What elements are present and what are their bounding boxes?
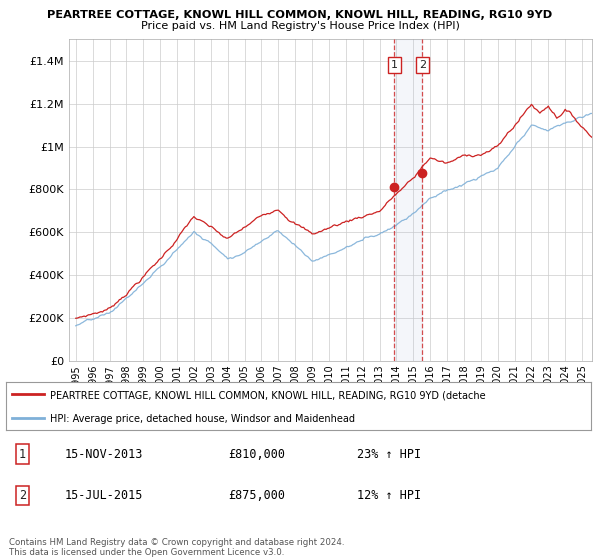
Bar: [394, 39, 422, 361]
Text: PEARTREE COTTAGE, KNOWL HILL COMMON, KNOWL HILL, READING, RG10 9YD (detache: PEARTREE COTTAGE, KNOWL HILL COMMON, KNO…: [50, 390, 485, 400]
Text: £875,000: £875,000: [229, 489, 286, 502]
Text: Price paid vs. HM Land Registry's House Price Index (HPI): Price paid vs. HM Land Registry's House …: [140, 21, 460, 31]
Text: HPI: Average price, detached house, Windsor and Maidenhead: HPI: Average price, detached house, Wind…: [50, 414, 355, 424]
Text: 2: 2: [19, 489, 26, 502]
Text: 1: 1: [391, 60, 398, 70]
Text: 1: 1: [19, 447, 26, 461]
Text: 23% ↑ HPI: 23% ↑ HPI: [357, 447, 421, 461]
Text: 15-JUL-2015: 15-JUL-2015: [65, 489, 143, 502]
Text: 15-NOV-2013: 15-NOV-2013: [65, 447, 143, 461]
Text: £810,000: £810,000: [229, 447, 286, 461]
Text: 12% ↑ HPI: 12% ↑ HPI: [357, 489, 421, 502]
Text: 2: 2: [419, 60, 426, 70]
Text: PEARTREE COTTAGE, KNOWL HILL COMMON, KNOWL HILL, READING, RG10 9YD: PEARTREE COTTAGE, KNOWL HILL COMMON, KNO…: [47, 10, 553, 20]
Text: Contains HM Land Registry data © Crown copyright and database right 2024.
This d: Contains HM Land Registry data © Crown c…: [9, 538, 344, 557]
